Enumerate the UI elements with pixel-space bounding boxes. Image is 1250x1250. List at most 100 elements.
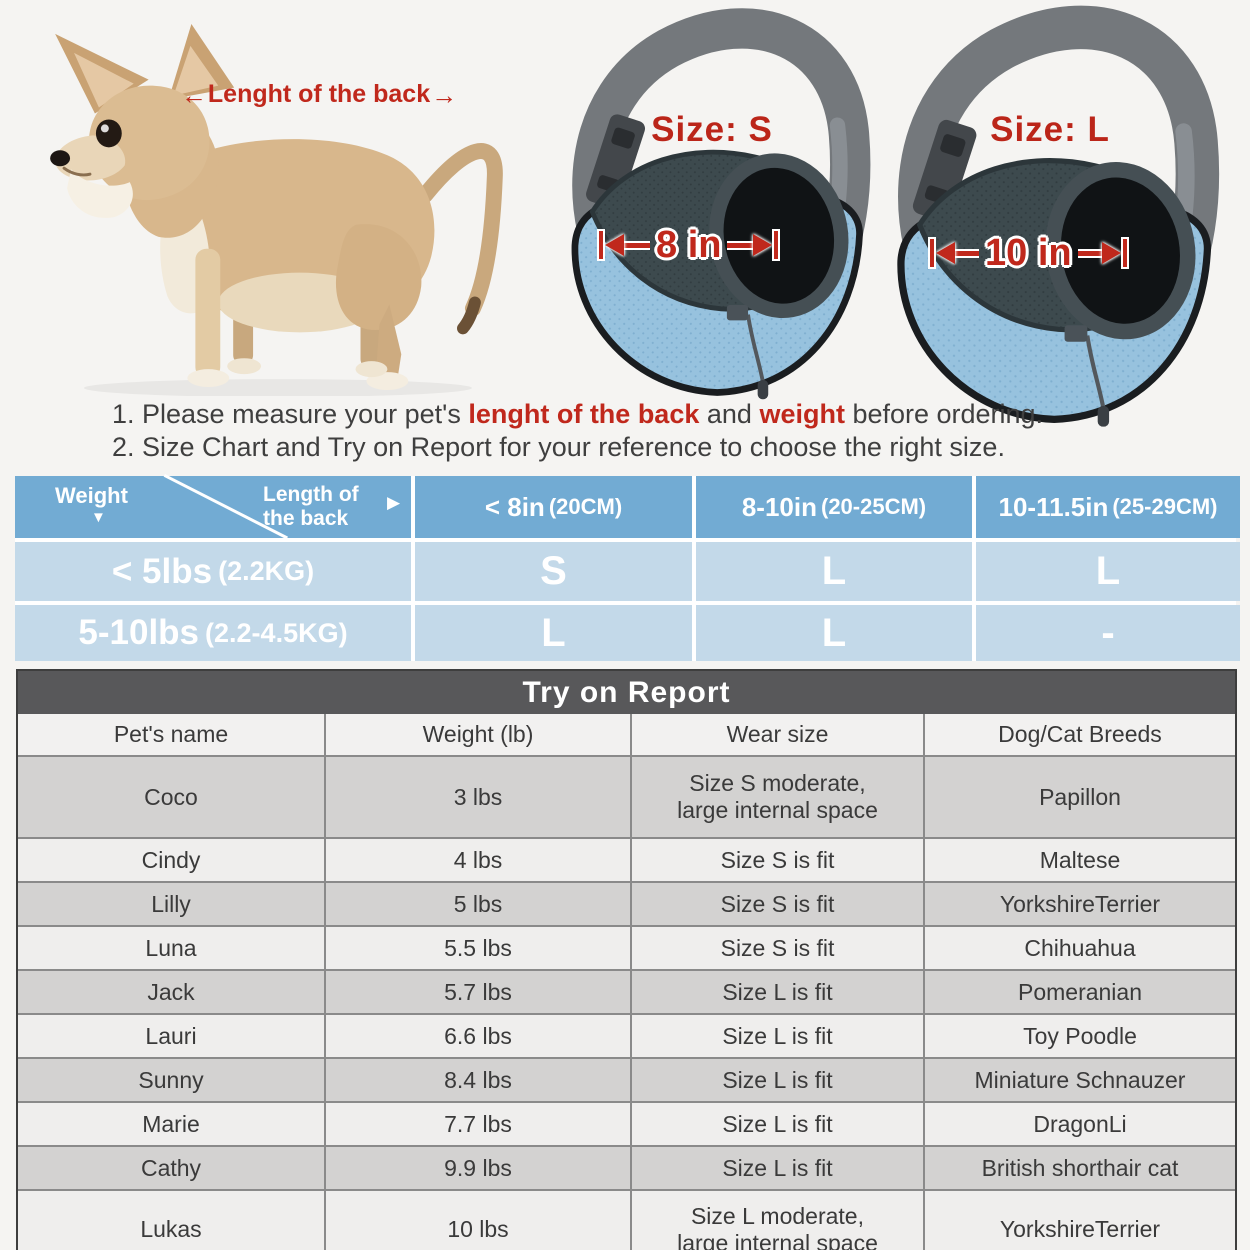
pet-name-cell: Luna <box>145 934 197 961</box>
size-chart-value-cell: L <box>415 605 692 661</box>
breed-cell: YorkshireTerrier <box>923 883 1235 925</box>
size-chart-col-header: < 8in (20CM) <box>415 476 692 538</box>
report-row: Lauri 6.6 lbs Size L is fit Toy Poodle <box>18 1013 1235 1057</box>
pet-name-cell: Lauri <box>145 1022 197 1049</box>
size-chart-corner-cell: Weight ▼ Length of the back ▶ <box>15 474 411 540</box>
bag-l-width-value: 10 in <box>985 232 1072 274</box>
wear-size-cell: Size L is fit <box>630 1059 923 1101</box>
wear-size-cell: Size L is fit <box>630 1147 923 1189</box>
report-col-header: Weight (lb) <box>324 714 630 755</box>
triangle-down-icon: ▼ <box>91 509 106 526</box>
pet-name-cell: Jack <box>147 978 195 1005</box>
row-label-sub: (2.2KG) <box>218 556 315 586</box>
pet-name-cell: Cathy <box>140 1154 202 1181</box>
report-title-bar: Try on Report <box>18 671 1235 714</box>
dim-arrowhead-right-icon <box>753 234 773 256</box>
weight-cell: 7.7 lbs <box>324 1103 630 1145</box>
line1-and: and <box>699 399 760 429</box>
row-label-main: < 5lbs <box>111 551 213 591</box>
breed-cell: Miniature Schnauzer <box>923 1059 1235 1101</box>
breed-cell: Maltese <box>923 839 1235 881</box>
pet-name-cell: Lukas <box>140 1216 202 1242</box>
breed-cell: Toy Poodle <box>923 1015 1235 1057</box>
size-chart-col-header: 8-10in (20-25CM) <box>696 476 972 538</box>
report-row: Lilly 5 lbs Size S is fit YorkshireTerri… <box>18 881 1235 925</box>
line1-highlight-weight: weight <box>759 399 845 429</box>
report-row: Jack 5.7 lbs Size L is fit Pomeranian <box>18 969 1235 1013</box>
dim-shaft <box>955 248 979 258</box>
wear-size-cell: Size S is fit <box>630 927 923 969</box>
breed-cell: DragonLi <box>923 1103 1235 1145</box>
line1-highlight-back-length: lenght of the back <box>468 399 700 429</box>
size-chart-row-label: 5-10lbs (2.2-4.5KG) <box>15 605 411 661</box>
back-length-measure-label: ← Lenght of the back → <box>181 80 457 109</box>
wear-size-cell: Size S moderate, large internal space <box>630 757 923 837</box>
arrow-right-icon: → <box>431 79 458 110</box>
breed-cell: Chihuahua <box>923 927 1235 969</box>
instruction-line-2: 2. Size Chart and Try on Report for your… <box>112 432 1005 462</box>
dim-tick-icon <box>1120 237 1129 269</box>
back-length-text: Lenght of the back <box>207 80 431 108</box>
dim-tick-icon <box>928 237 936 269</box>
dim-shaft <box>624 240 650 250</box>
size-chart-row-label: < 5lbs (2.2KG) <box>15 542 411 601</box>
weight-cell: 6.6 lbs <box>324 1015 630 1057</box>
wear-size-cell: Size L is fit <box>630 971 923 1013</box>
weight-cell: 9.9 lbs <box>324 1147 630 1189</box>
wear-size-cell: Size L moderate, large internal space <box>630 1191 923 1250</box>
pet-name-cell: Lilly <box>151 890 191 917</box>
wear-size-cell: Size S is fit <box>630 883 923 925</box>
report-col-header: Pet's name <box>18 714 324 755</box>
line1-post: before ordering. <box>844 399 1044 429</box>
weight-cell: 3 lbs <box>324 757 630 837</box>
size-chart-value-cell: - <box>976 605 1240 661</box>
breed-cell: Papillon <box>923 757 1235 837</box>
sling-bag-size-l-photo <box>897 5 1220 427</box>
report-row: Coco 3 lbs Size S moderate, large intern… <box>18 755 1235 837</box>
dim-tick-icon <box>597 229 605 261</box>
report-row: Marie 7.7 lbs Size L is fit DragonLi <box>18 1101 1235 1145</box>
breed-cell: YorkshireTerrier <box>923 1191 1235 1250</box>
arrow-left-icon: ← <box>180 79 207 110</box>
report-row: Cindy 4 lbs Size S is fit Maltese <box>18 837 1235 881</box>
weight-cell: 4 lbs <box>324 839 630 881</box>
size-chart-table: Weight ▼ Length of the back ▶ < 8in (20C… <box>15 474 1240 661</box>
weight-cell: 8.4 lbs <box>324 1059 630 1101</box>
row-label-sub: (2.2-4.5KG) <box>205 617 348 648</box>
bag-l-width-dimension: 10 in <box>928 234 1129 272</box>
wear-size-cell: Size L is fit <box>630 1015 923 1057</box>
dim-arrowhead-left-icon <box>605 234 624 256</box>
try-on-report-table: Try on Report Pet's name Weight (lb) Wea… <box>16 669 1237 1250</box>
wear-size-cell: Size S is fit <box>630 839 923 881</box>
col-header-sub: (20CM) <box>548 494 623 519</box>
triangle-right-icon: ▶ <box>387 493 401 512</box>
line1-pre: 1. Please measure your pet's <box>112 399 469 429</box>
size-chart-col-header: 10-11.5in (25-29CM) <box>976 476 1240 538</box>
col-header-main: 8-10in <box>741 491 817 522</box>
size-chart-value-cell: S <box>415 542 692 601</box>
dim-shaft <box>1077 248 1102 258</box>
pet-name-cell: Coco <box>144 783 198 810</box>
report-col-header: Dog/Cat Breeds <box>923 714 1235 755</box>
dim-arrowhead-left-icon <box>936 242 955 264</box>
size-chart-value-cell: L <box>696 542 972 601</box>
report-row: Lukas 10 lbs Size L moderate, large inte… <box>18 1189 1235 1250</box>
col-header-sub: (25-29CM) <box>1112 494 1218 519</box>
bag-s-width-value: 8 in <box>656 224 722 266</box>
back-length-axis-label: Length of the back <box>263 483 359 530</box>
bag-s-width-dimension: 8 in <box>597 224 781 266</box>
report-row: Sunny 8.4 lbs Size L is fit Miniature Sc… <box>18 1057 1235 1101</box>
dim-tick-icon <box>772 229 781 261</box>
weight-cell: 5 lbs <box>324 883 630 925</box>
wear-size-cell: Size L is fit <box>630 1103 923 1145</box>
report-row: Luna 5.5 lbs Size S is fit Chihuahua <box>18 925 1235 969</box>
report-row: Cathy 9.9 lbs Size L is fit British shor… <box>18 1145 1235 1189</box>
weight-cell: 5.5 lbs <box>324 927 630 969</box>
col-header-main: 10-11.5in <box>998 491 1109 522</box>
pet-name-cell: Sunny <box>138 1066 204 1093</box>
pet-name-cell: Marie <box>142 1110 200 1137</box>
ordering-instructions: 1. Please measure your pet's lenght of t… <box>112 398 1043 464</box>
size-l-label: Size: L <box>990 110 1110 149</box>
dim-shaft <box>727 240 754 250</box>
